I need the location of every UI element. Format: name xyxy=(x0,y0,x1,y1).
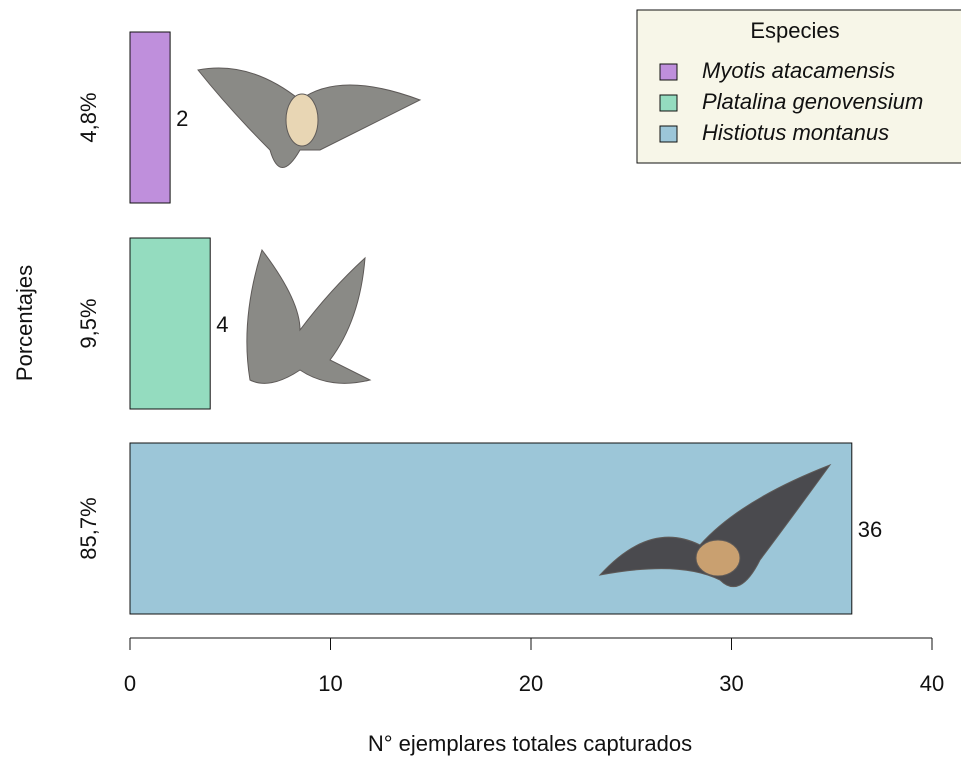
data-label: 4 xyxy=(216,312,228,337)
legend-text: Platalina genovensium xyxy=(702,89,923,114)
legend: Especies Myotis atacamensis Platalina gen… xyxy=(636,9,961,164)
bat-illustrations xyxy=(197,67,832,588)
legend-swatch xyxy=(659,94,678,112)
data-label: 36 xyxy=(858,517,882,542)
data-label: 2 xyxy=(176,106,188,131)
y-tick-label: 85,7% xyxy=(76,497,101,559)
x-axis-label: N° ejemplares totales capturados xyxy=(368,731,692,756)
y-tick-label: 9,5% xyxy=(76,298,101,348)
bar xyxy=(129,31,171,204)
x-tick-label: 10 xyxy=(318,671,342,696)
legend-text: Myotis atacamensis xyxy=(702,58,895,83)
y-tick-label: 4,8% xyxy=(76,92,101,142)
bat-3 xyxy=(598,463,832,588)
bat-2 xyxy=(246,248,372,384)
bat-1-body xyxy=(285,93,319,147)
legend-box xyxy=(636,9,961,164)
x-tick-label: 40 xyxy=(920,671,944,696)
y-axis-label: Porcentajes xyxy=(12,265,37,381)
x-tick-label: 20 xyxy=(519,671,543,696)
bat-3-body xyxy=(695,539,741,577)
x-tick-label: 30 xyxy=(719,671,743,696)
legend-swatch xyxy=(659,63,678,81)
legend-text: Histiotus montanus xyxy=(702,120,889,145)
legend-swatch xyxy=(659,125,678,143)
bar xyxy=(129,237,211,410)
x-tick-label: 0 xyxy=(124,671,136,696)
legend-title: Especies xyxy=(750,18,839,43)
